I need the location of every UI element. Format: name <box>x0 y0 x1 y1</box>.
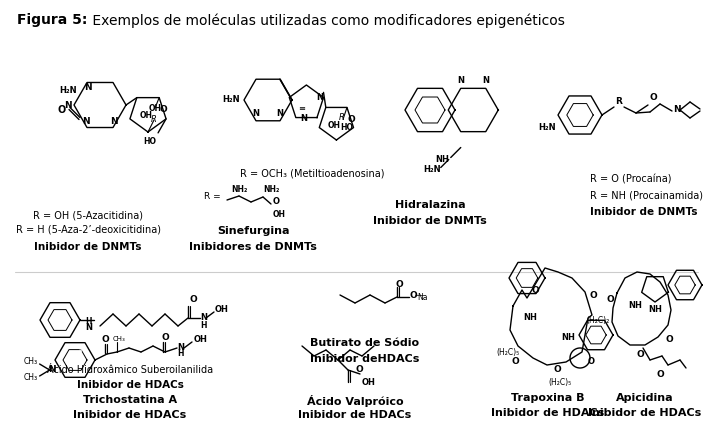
Text: HO: HO <box>143 137 156 146</box>
Text: Figura 5:: Figura 5: <box>17 13 88 27</box>
Text: N: N <box>200 314 207 322</box>
Text: Inibidor de HDACs: Inibidor de HDACs <box>298 410 411 420</box>
Text: OH: OH <box>140 111 153 120</box>
Text: OH: OH <box>327 121 340 130</box>
Text: Na: Na <box>417 293 428 303</box>
Text: R: R <box>151 115 157 124</box>
Text: R = OCH₃ (Metiltioadenosina): R = OCH₃ (Metiltioadenosina) <box>240 168 384 178</box>
Text: NH: NH <box>648 306 662 314</box>
Text: N: N <box>84 84 92 92</box>
Text: R = H (5-Aza-2’-deoxicitidina): R = H (5-Aza-2’-deoxicitidina) <box>16 225 160 235</box>
Text: N: N <box>82 116 90 125</box>
Text: NH: NH <box>628 301 642 311</box>
Text: Inibidor de HDACs: Inibidor de HDACs <box>76 380 183 390</box>
Text: N: N <box>177 344 184 352</box>
Text: ≡: ≡ <box>298 103 305 113</box>
Text: IH: IH <box>95 334 102 340</box>
Text: Trichostatina A: Trichostatina A <box>83 395 177 405</box>
Text: OH: OH <box>362 378 376 387</box>
Text: NH₂: NH₂ <box>263 185 279 194</box>
Text: Butirato de Sódio: Butirato de Sódio <box>310 338 419 348</box>
Text: N: N <box>48 365 56 374</box>
Text: O: O <box>395 280 403 289</box>
Text: OH: OH <box>215 306 229 314</box>
Text: H₂N: H₂N <box>538 124 556 133</box>
Text: O: O <box>161 333 169 342</box>
Text: CH₃: CH₃ <box>113 336 125 342</box>
Text: N: N <box>482 76 489 85</box>
Text: NH₂: NH₂ <box>231 185 247 194</box>
Text: R =: R = <box>205 192 221 201</box>
Text: R = OH (5-Azacitidina): R = OH (5-Azacitidina) <box>33 210 143 220</box>
Text: O: O <box>511 357 519 366</box>
Text: O: O <box>347 116 355 124</box>
Text: O: O <box>665 335 673 344</box>
Text: R = NH (Procainamida): R = NH (Procainamida) <box>590 190 703 200</box>
Text: N: N <box>457 76 464 85</box>
Text: (H₂C)₂: (H₂C)₂ <box>587 316 610 325</box>
Text: N: N <box>64 100 72 109</box>
Text: OH: OH <box>149 104 162 113</box>
Text: O: O <box>636 350 644 359</box>
Text: H: H <box>85 317 91 327</box>
Text: R: R <box>615 97 622 106</box>
Text: O: O <box>553 365 561 374</box>
Text: Trapoxina B: Trapoxina B <box>511 393 585 403</box>
Text: O: O <box>58 105 66 114</box>
Text: NH: NH <box>435 155 448 165</box>
Text: O: O <box>273 197 280 206</box>
Text: Inibidores de DNMTs: Inibidores de DNMTs <box>189 242 317 252</box>
Text: Inibidor de HDACs: Inibidor de HDACs <box>73 410 187 420</box>
Text: OH: OH <box>194 335 208 344</box>
Text: Sinefurgina: Sinefurgina <box>217 226 289 236</box>
Text: O: O <box>356 365 364 374</box>
Text: O: O <box>101 335 109 344</box>
Text: O: O <box>531 286 539 295</box>
Text: CH₃: CH₃ <box>24 357 38 366</box>
Text: Inibidor de DNMTs: Inibidor de DNMTs <box>34 242 142 252</box>
Text: N: N <box>316 93 323 103</box>
Text: H: H <box>177 349 183 359</box>
Text: H₂N: H₂N <box>222 95 240 105</box>
Text: O: O <box>656 370 664 379</box>
Text: (H₂C)₅: (H₂C)₅ <box>497 347 520 357</box>
Text: O: O <box>588 357 595 366</box>
Text: N: N <box>673 106 681 114</box>
Text: O: O <box>189 295 197 304</box>
Text: R: R <box>339 114 345 122</box>
Text: Exemplos de moléculas utilizadas como modificadores epigenéticos: Exemplos de moléculas utilizadas como mo… <box>88 13 565 27</box>
Text: O: O <box>160 105 168 114</box>
Text: Ácido Valpróico: Ácido Valpróico <box>307 395 404 407</box>
Text: Inibidor deHDACs: Inibidor deHDACs <box>310 354 420 364</box>
Text: NH: NH <box>561 333 575 343</box>
Text: O: O <box>589 292 597 300</box>
Text: NH: NH <box>523 314 537 322</box>
Text: Inibidor de HDACs: Inibidor de HDACs <box>588 408 702 418</box>
Text: Ácido Hidroxâmico Suberoilanilida: Ácido Hidroxâmico Suberoilanilida <box>47 365 213 375</box>
Text: N: N <box>277 109 284 118</box>
Text: Apicidina: Apicidina <box>616 393 674 403</box>
Text: H: H <box>200 322 207 330</box>
Text: N: N <box>111 116 118 125</box>
Text: R = O (Procaína): R = O (Procaína) <box>590 175 672 185</box>
Text: (H₂C)₅: (H₂C)₅ <box>548 378 572 387</box>
Text: H₂N: H₂N <box>423 165 441 175</box>
Text: N: N <box>85 324 92 333</box>
Text: Inibidor de DNMTs: Inibidor de DNMTs <box>590 207 697 217</box>
Text: O: O <box>410 290 418 300</box>
Text: O: O <box>649 92 657 102</box>
Text: HO: HO <box>340 123 354 132</box>
Text: Inibidor de DNMTs: Inibidor de DNMTs <box>373 216 487 226</box>
Text: H₂N: H₂N <box>59 87 77 95</box>
Text: N: N <box>300 114 307 123</box>
Text: Inibidor de HDACs: Inibidor de HDACs <box>491 408 605 418</box>
Text: Hidralazina: Hidralazina <box>395 200 466 210</box>
Text: OH: OH <box>273 210 286 219</box>
Text: N: N <box>252 109 260 118</box>
Text: IH: IH <box>78 345 86 354</box>
Text: CH₃: CH₃ <box>24 373 38 382</box>
Text: O: O <box>606 295 614 305</box>
